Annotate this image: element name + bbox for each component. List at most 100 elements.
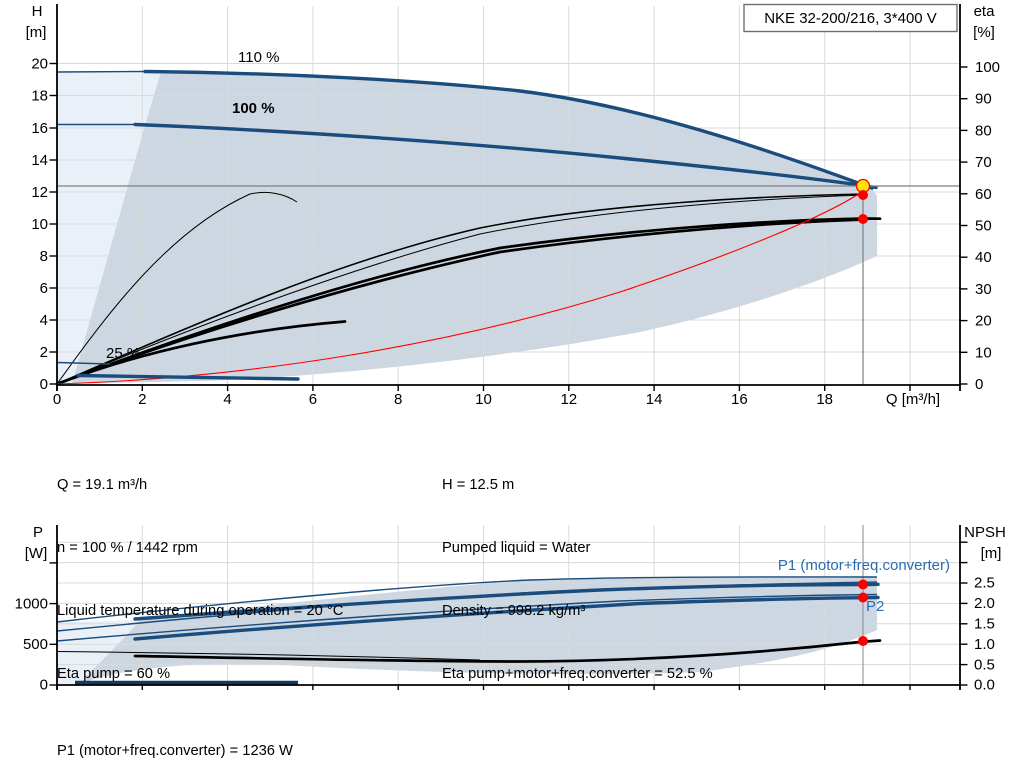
svg-text:2: 2 (40, 344, 48, 361)
svg-text:100: 100 (975, 59, 1000, 76)
svg-text:16: 16 (731, 391, 748, 408)
svg-text:6: 6 (40, 280, 48, 297)
svg-text:18: 18 (31, 88, 48, 105)
svg-text:10: 10 (475, 391, 492, 408)
eta-axis-ticks (960, 66, 968, 385)
svg-text:1.5: 1.5 (974, 616, 995, 633)
info-line: P1 (motor+freq.converter) = 1236 W (57, 743, 293, 759)
duty-info-right-column: H = 12.5 m Pumped liquid = Water Density… (442, 433, 713, 727)
svg-text:4: 4 (223, 391, 231, 408)
svg-text:0: 0 (53, 391, 61, 408)
qh-110-left-segment (56, 70, 147, 73)
svg-text:10: 10 (975, 344, 992, 361)
speed-100-label: 100 % (232, 100, 275, 117)
q-axis-ticks (56, 385, 911, 391)
pump-title-box: NKE 32-200/216, 3*400 V (743, 3, 958, 33)
svg-text:20: 20 (31, 56, 48, 73)
info-line: Liquid temperature during operation = 20… (57, 603, 344, 619)
p-axis-tick-labels: 0 500 1000 (15, 596, 48, 694)
speed-110-label: 110 % (238, 49, 279, 66)
svg-text:1.0: 1.0 (974, 636, 995, 653)
eta-axis-unit: [%] (973, 24, 995, 41)
info-line: Eta pump = 60 % (57, 666, 171, 682)
svg-text:8: 8 (394, 391, 402, 408)
h-axis-unit: [m] (26, 24, 47, 41)
svg-text:1000: 1000 (15, 596, 48, 613)
svg-text:10: 10 (31, 216, 48, 233)
svg-text:2: 2 (138, 391, 146, 408)
info-line: H = 12.5 m (442, 477, 515, 493)
eta-curve-25pct (56, 191, 298, 385)
qh-curve-110pct (143, 69, 874, 190)
h-axis-ticks (49, 62, 57, 385)
p1-curve-label: P1 (motor+freq.converter) (778, 557, 950, 574)
svg-text:40: 40 (975, 249, 992, 266)
svg-text:14: 14 (31, 152, 48, 169)
svg-text:18: 18 (816, 391, 833, 408)
p1-point-marker (858, 579, 868, 590)
eta-pump-curve-a (56, 193, 867, 385)
info-line: Q = 19.1 m³/h (57, 477, 148, 493)
h-axis-name: H (32, 3, 43, 20)
info-line: Density = 998.2 kg/m³ (442, 603, 586, 619)
svg-text:2.0: 2.0 (974, 595, 995, 612)
svg-text:12: 12 (560, 391, 577, 408)
npsh-axis-tick-labels: 0.0 0.5 1.0 1.5 2.0 2.5 (974, 575, 995, 694)
npsh-axis-name: NPSH (964, 524, 1006, 541)
q-axis-label: Q [m³/h] (886, 391, 940, 408)
npsh-left-segment (56, 651, 481, 661)
svg-text:30: 30 (975, 281, 992, 298)
svg-text:0.0: 0.0 (974, 677, 995, 694)
top-chart: 25 % 110 % 100 % (26, 3, 1000, 408)
svg-text:0.5: 0.5 (974, 656, 995, 673)
qh-25-left-segment (56, 361, 111, 365)
eta-total-point-marker (858, 214, 868, 224)
p2-curve-label: P2 (866, 598, 884, 615)
npsh-point-marker (858, 636, 868, 646)
h-axis-tick-labels: 0 2 4 6 8 10 12 14 16 18 20 (31, 56, 48, 394)
eta-total-curve-b (55, 218, 868, 386)
qh-curve-25pct (76, 373, 300, 381)
top-envelope-region (72, 72, 877, 384)
eta-pump-curve-b (56, 194, 867, 385)
svg-text:0: 0 (40, 376, 48, 393)
p2-point-marker (858, 592, 868, 603)
eta-pump-point-marker (858, 190, 868, 200)
svg-text:2.5: 2.5 (974, 575, 995, 592)
svg-text:8: 8 (40, 248, 48, 265)
eta-total-curve-a (55, 217, 882, 386)
p-envelope-max-line (56, 576, 878, 623)
duty-info-left-column: Q = 19.1 m³/h n = 100 % / 1442 rpm Liqui… (57, 433, 343, 727)
control-curve (56, 190, 864, 385)
npsh-curve (133, 639, 882, 663)
info-line: Pumped liquid = Water (442, 540, 591, 556)
p-axis-name: P (33, 524, 43, 541)
eta-axis-tick-labels: 0 10 20 30 40 50 60 70 80 90 100 (975, 59, 1000, 393)
pump-title-text: NKE 32-200/216, 3*400 V (764, 10, 937, 27)
svg-text:60: 60 (975, 186, 992, 203)
svg-text:14: 14 (646, 391, 663, 408)
q-axis-tick-labels: 0 2 4 6 8 10 12 14 16 18 (53, 391, 833, 408)
info-line: n = 100 % / 1442 rpm (57, 540, 198, 556)
top-envelope-pale-region (57, 72, 161, 384)
svg-text:80: 80 (975, 122, 992, 139)
svg-text:70: 70 (975, 154, 992, 171)
p2-min-line (56, 593, 878, 642)
bottom-chart: 0 500 1000 0.0 0.5 1.0 1.5 2.0 2.5 P [W]… (15, 524, 1006, 694)
power-info-block: P1 (motor+freq.converter) = 1236 W P2 = … (57, 699, 293, 781)
npsh-axis-ticks (960, 541, 968, 686)
p2-curve (133, 595, 880, 641)
svg-text:16: 16 (31, 120, 48, 137)
svg-text:12: 12 (31, 184, 48, 201)
svg-text:20: 20 (975, 313, 992, 330)
p-axis-unit: [W] (25, 545, 48, 562)
eta-axis-name: eta (974, 3, 996, 20)
svg-text:0: 0 (975, 376, 983, 393)
qh-curve-100pct (133, 122, 878, 190)
svg-text:90: 90 (975, 91, 992, 108)
npsh-axis-unit: [m] (981, 545, 1002, 562)
top-chart-vertical-gridlines (141, 6, 911, 385)
p-axis-ticks (49, 562, 57, 686)
bottom-q-axis-ticks (56, 685, 911, 690)
